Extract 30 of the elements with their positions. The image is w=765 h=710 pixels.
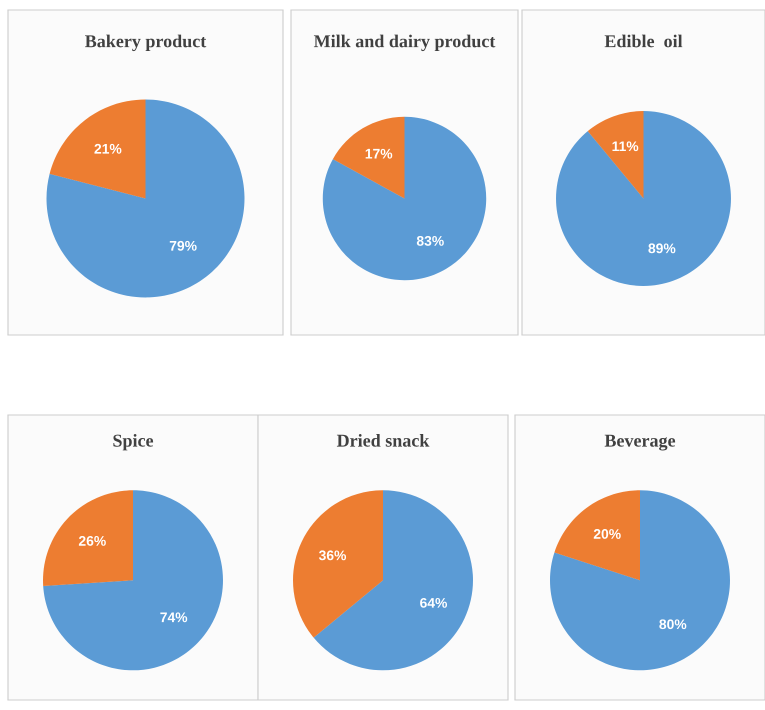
pie-slice [332, 116, 404, 198]
data-label: 79% [170, 240, 197, 251]
chart-title: Spice [113, 434, 154, 450]
chart-title: Dried snack [336, 434, 430, 447]
pie-slice [50, 100, 146, 198]
pie-slice [554, 490, 640, 580]
pie-slice [322, 116, 486, 280]
chart-title: Milk and dairy product [314, 34, 496, 52]
pie-slice [314, 490, 473, 670]
pie-slice [46, 100, 244, 298]
pie-slice [588, 111, 644, 198]
data-label: 21% [94, 144, 122, 154]
pie-slice [43, 490, 223, 670]
data-label: 80% [659, 619, 686, 630]
data-label: 74% [160, 612, 188, 622]
data-label: 89% [648, 243, 676, 254]
pie-slice [293, 490, 383, 638]
data-label: 17% [366, 148, 392, 159]
data-label: 11% [612, 141, 638, 152]
data-label: 26% [78, 536, 106, 546]
pie-slice [550, 490, 730, 670]
data-label: 64% [420, 598, 448, 608]
chart-title: Bakery product [85, 34, 206, 52]
chart-title: Beverage [604, 434, 676, 451]
data-label: 36% [318, 550, 346, 560]
pie-slice [556, 111, 731, 286]
data-label: 20% [594, 529, 621, 539]
data-label: 83% [416, 236, 444, 246]
pie-slice [43, 490, 133, 586]
chart-title: Edible oil [604, 34, 682, 48]
